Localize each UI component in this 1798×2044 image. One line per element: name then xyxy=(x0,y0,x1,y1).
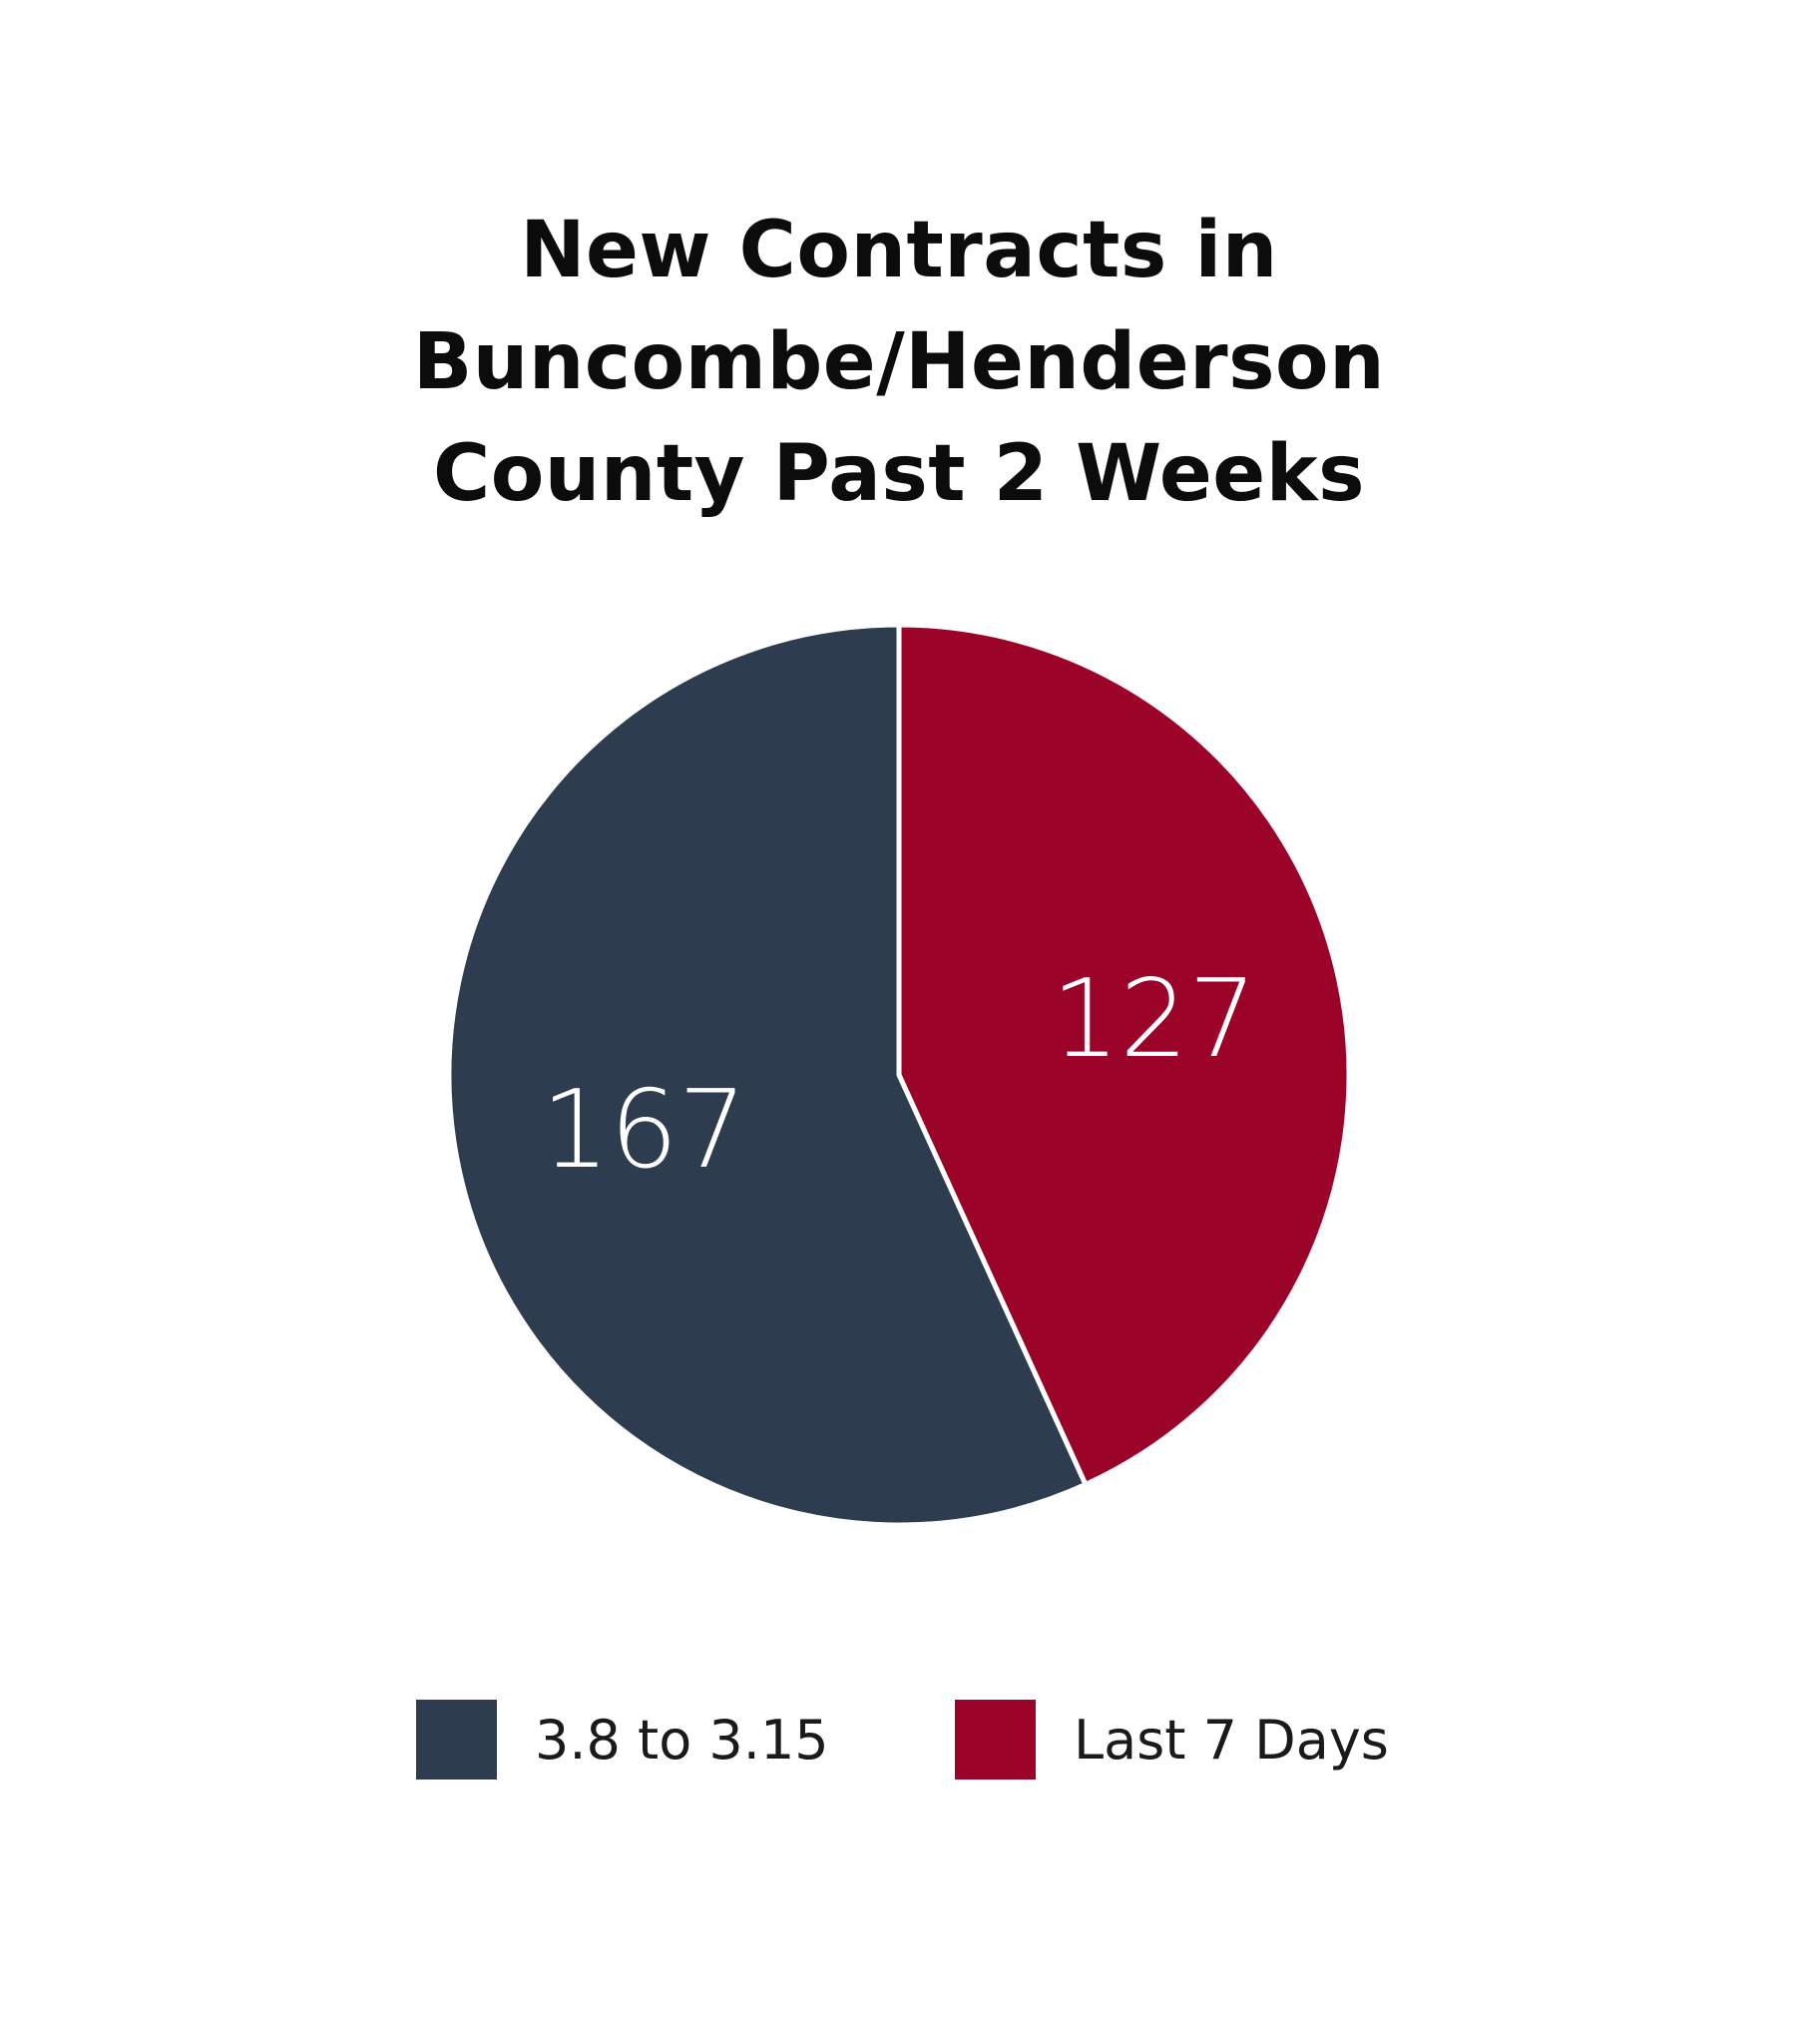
chart-title-line-3: County Past 2 Weeks xyxy=(432,429,1366,519)
legend-item-3-8-to-3-15: 3.8 to 3.15 xyxy=(416,1700,829,1780)
legend-label-last-7-days: Last 7 Days xyxy=(1074,1708,1389,1772)
chart-legend: 3.8 to 3.15 Last 7 Days xyxy=(0,1700,1798,1780)
chart-title-line-1: New Contracts in xyxy=(520,206,1278,295)
legend-swatch-last-7-days xyxy=(955,1700,1036,1780)
pie-value-label-3-8-to-3-15: 167 xyxy=(541,1068,746,1193)
pie-value-labels: 127 167 xyxy=(541,957,1256,1193)
chart-title: New Contracts in Buncombe/Henderson Coun… xyxy=(0,195,1798,530)
pie-slice-3-8-to-3-15 xyxy=(446,622,1089,1528)
legend-label-3-8-to-3-15: 3.8 to 3.15 xyxy=(535,1708,829,1772)
pie-slice-last-7-days xyxy=(896,622,1352,1487)
pie-slices xyxy=(446,622,1352,1528)
legend-swatch-3-8-to-3-15 xyxy=(416,1700,497,1780)
chart-title-line-2: Buncombe/Henderson xyxy=(412,317,1386,407)
pie-value-label-last-7-days: 127 xyxy=(1052,957,1257,1082)
legend-item-last-7-days: Last 7 Days xyxy=(955,1700,1389,1780)
